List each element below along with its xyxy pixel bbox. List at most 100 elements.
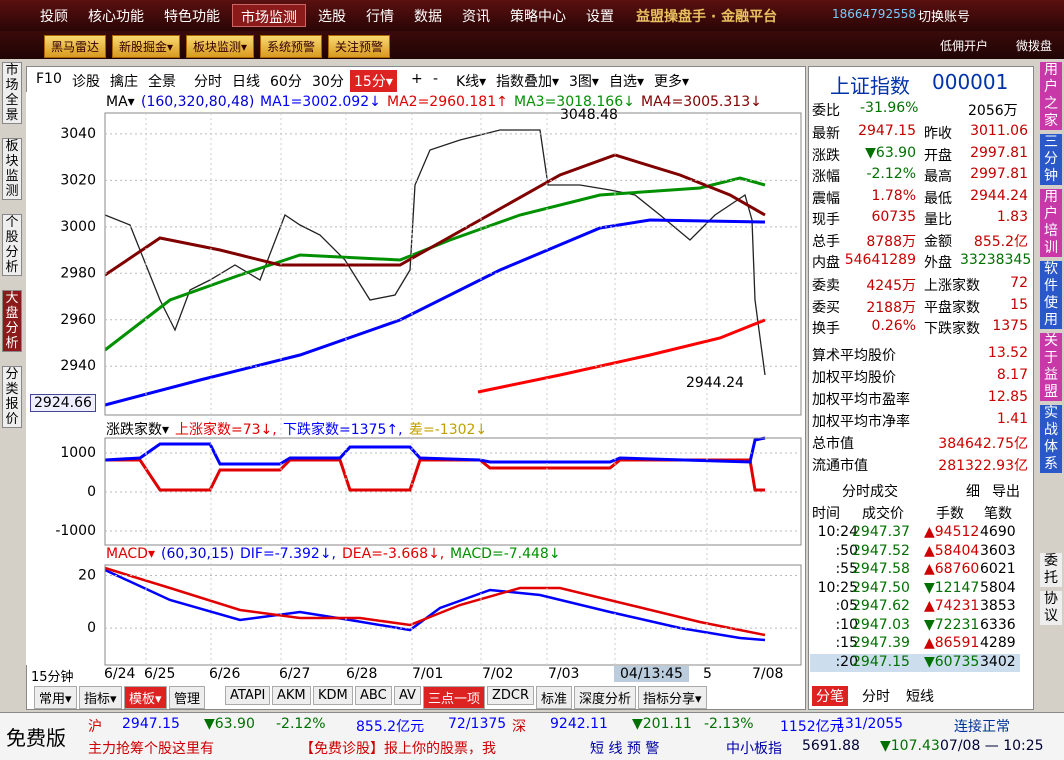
side-tab[interactable]: 个股分析: [2, 214, 22, 276]
phone: 18664792558: [832, 7, 916, 21]
dea-line: [104, 566, 766, 637]
chart-tool[interactable]: 更多▾: [654, 74, 690, 90]
trades-btn[interactable]: 细: [966, 484, 980, 500]
x-label: 6/27: [279, 666, 311, 682]
menu-item[interactable]: 数据: [414, 9, 442, 25]
chart-tool[interactable]: 日线: [232, 74, 260, 90]
quote-label: 换手: [812, 321, 840, 337]
chart-tool[interactable]: 60分: [270, 74, 302, 90]
menu-item[interactable]: 核心功能: [88, 9, 144, 25]
x-label: 6/26: [209, 666, 241, 682]
bottom-tab[interactable]: 常用▾: [34, 686, 77, 709]
bottom-tab[interactable]: AKM: [272, 686, 311, 705]
status-item: 1152亿元: [780, 719, 844, 735]
period-label: 15分钟: [31, 670, 74, 685]
right-tab[interactable]: 用户培训: [1040, 189, 1062, 257]
tool-button[interactable]: 黑马雷达: [44, 35, 107, 58]
chart-tool[interactable]: 30分: [312, 74, 344, 90]
chart-tool[interactable]: 3图▾: [569, 74, 599, 90]
bottom-tab[interactable]: 管理: [169, 686, 206, 709]
trade-count: 6021: [980, 561, 1016, 577]
bottom-tab[interactable]: 指标分享▾: [638, 686, 707, 709]
tool-button[interactable]: 关注预警: [328, 35, 391, 58]
side-tab[interactable]: 分类报价: [2, 366, 22, 428]
bottom-tab[interactable]: 标准: [536, 686, 573, 709]
trades-tab[interactable]: 短线: [906, 689, 934, 705]
right-tab[interactable]: 软件使用: [1040, 261, 1062, 329]
chart-tool[interactable]: 指数叠加▾: [496, 74, 560, 90]
chart-tool[interactable]: 擒庄: [110, 74, 138, 90]
quote-value: 60735: [871, 209, 916, 225]
bottom-tab[interactable]: ABC: [355, 686, 392, 705]
bottom-tab[interactable]: AV: [394, 686, 421, 705]
chart-tool[interactable]: K线▾: [456, 74, 487, 90]
ma3-line: [104, 176, 766, 352]
chart-tool[interactable]: 分时: [194, 74, 222, 90]
quote-label: 开盘: [924, 147, 952, 164]
trades-tab[interactable]: 分时: [862, 689, 890, 705]
side-tab[interactable]: 市场全景: [2, 62, 22, 124]
right-tab[interactable]: 协议: [1040, 591, 1062, 625]
quote-value: 2056万: [968, 103, 1018, 119]
chart-tool[interactable]: 诊股: [72, 74, 100, 90]
tool-button[interactable]: 板块监测▾: [186, 35, 255, 58]
legend-item: DIF=-7.392↓,: [240, 546, 337, 562]
panel-frame: [104, 112, 802, 416]
menu-item[interactable]: 选股: [318, 9, 346, 25]
quote-value: 855.2亿: [973, 233, 1028, 250]
bottom-tab[interactable]: ATAPI: [225, 686, 271, 705]
chart-tool[interactable]: +: [411, 71, 423, 87]
axis-band: [26, 92, 105, 665]
quote-value: 2997.81: [970, 166, 1028, 182]
right-tab[interactable]: 实战体系: [1040, 405, 1062, 473]
quote-label: 涨跌: [812, 147, 840, 164]
legend-item: 上涨家数=73↓,: [175, 422, 277, 438]
quote-label: 震幅: [812, 190, 840, 207]
quote-value: ▼63.90: [865, 144, 916, 161]
side-tab[interactable]: 板块监测: [2, 138, 22, 200]
status-item: 【免费诊股】报上你的股票，我: [300, 741, 496, 757]
stat-value: 1.41: [996, 411, 1028, 427]
trade-time: :15: [835, 635, 858, 651]
tool-button[interactable]: 新股掘金▾: [112, 35, 181, 58]
bottom-tab[interactable]: 深度分析: [574, 686, 637, 709]
trades-btn[interactable]: 导出: [992, 484, 1020, 500]
chart-tool[interactable]: -: [433, 71, 439, 87]
quote-label: 涨幅: [812, 169, 840, 185]
trade-time: :50: [835, 542, 858, 559]
quote-value: 3011.06: [970, 123, 1028, 139]
right-tab[interactable]: 用户之家: [1040, 62, 1062, 130]
chart-tool[interactable]: 15分▾: [350, 70, 397, 92]
chart-tool[interactable]: F10: [36, 71, 62, 87]
x-label: 7/03: [548, 666, 580, 682]
menu-item[interactable]: 设置: [586, 9, 614, 25]
right-tab[interactable]: 关于益盟: [1040, 333, 1062, 401]
trade-volume: ▲94512: [924, 524, 980, 540]
chart-tool[interactable]: 全景: [148, 74, 176, 90]
bottom-tab[interactable]: 指标▾: [79, 686, 122, 709]
chart-tool[interactable]: 自选▾: [609, 74, 645, 90]
legend-item: (160,320,80,48): [141, 94, 255, 110]
bottom-tab[interactable]: ZDCR: [487, 686, 535, 705]
side-tab[interactable]: 大盘分析: [2, 290, 22, 352]
menu-item[interactable]: 特色功能: [164, 9, 220, 25]
status-item: ▼107.43: [880, 738, 940, 754]
trade-volume: ▲58404: [924, 542, 980, 559]
trades-tab[interactable]: 分笔: [812, 686, 848, 706]
menu-item[interactable]: 策略中心: [510, 9, 566, 25]
right-tab[interactable]: 委托: [1040, 553, 1062, 587]
tool-button[interactable]: 系统预警: [260, 35, 323, 58]
bottom-tab[interactable]: 模板▾: [124, 686, 167, 709]
menu-item[interactable]: 市场监测: [232, 4, 306, 27]
status-item: 5691.88: [802, 738, 860, 754]
menu-item[interactable]: 投顾: [40, 9, 68, 25]
right-tab[interactable]: 三分钟: [1040, 134, 1062, 185]
bottom-tab[interactable]: 三点一项: [423, 686, 486, 709]
quote-value: 2997.81: [970, 144, 1028, 161]
menu-item[interactable]: 资讯: [462, 9, 490, 25]
bottom-tab[interactable]: KDM: [313, 686, 353, 705]
menu-item[interactable]: 行情: [366, 9, 394, 25]
trade-time: 10:25: [817, 579, 858, 596]
quote-label: 总手: [812, 233, 840, 250]
stat-label: 总市值: [812, 436, 854, 452]
